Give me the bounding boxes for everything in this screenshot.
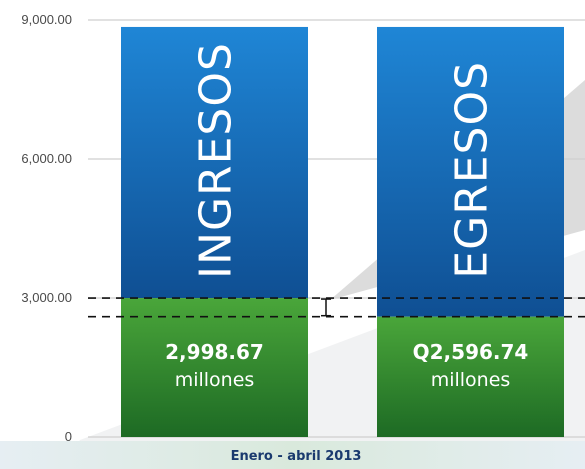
category-label: INGRESOS <box>191 42 242 279</box>
y-tick-label: 6,000.00 <box>21 151 72 166</box>
category-label: EGRESOS <box>447 61 498 279</box>
unit-label: millones <box>175 369 255 391</box>
bar-segment-lower <box>121 298 308 437</box>
y-tick-label: 3,000.00 <box>21 290 72 305</box>
period-label: Enero - abril 2013 <box>231 449 362 464</box>
bar-segment-upper <box>121 26 308 299</box>
y-tick-label: 0 <box>65 429 72 444</box>
unit-label: millones <box>431 369 511 391</box>
data-label: Q2,596.74 <box>413 340 529 364</box>
y-tick-label: 9,000.00 <box>21 12 72 27</box>
bar-segment-upper <box>377 26 564 317</box>
data-label: 2,998.67 <box>165 340 264 364</box>
footer-band <box>0 441 585 469</box>
bar-segment-lower <box>377 316 564 437</box>
